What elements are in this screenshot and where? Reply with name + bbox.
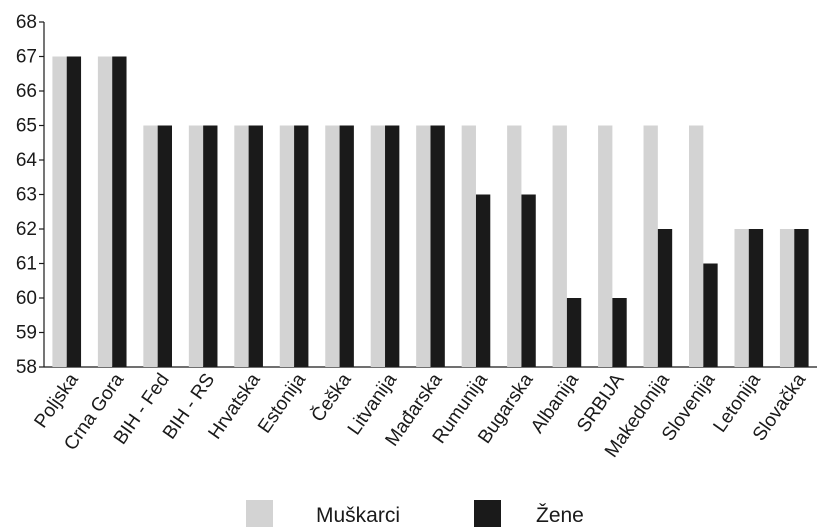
bar-zene-9 [475, 194, 491, 367]
bar-muskarci-15 [734, 229, 749, 367]
y-tick-label: 62 [16, 219, 37, 240]
bar-muskarci-0 [52, 56, 67, 367]
bar-zene-14 [703, 263, 718, 367]
bar-muskarci-13 [643, 125, 658, 367]
bar-zene-7 [385, 125, 400, 367]
y-tick-label: 58 [16, 357, 37, 378]
bar-zene-8 [430, 125, 445, 367]
bar-zene-3 [203, 125, 218, 367]
bar-muskarci-4 [234, 125, 249, 367]
legend-label: Žene [536, 504, 584, 527]
bar-zene-4 [248, 125, 263, 367]
y-tick-label: 65 [16, 116, 37, 137]
x-tick-label: Češka [307, 369, 356, 426]
bar-muskarci-16 [779, 229, 795, 367]
bar-muskarci-9 [461, 125, 476, 367]
y-tick-label: 63 [16, 185, 37, 206]
bar-muskarci-1 [97, 56, 113, 367]
y-axis-ticks: 58 59 60 61 62 63 64 65 66 67 68 [16, 12, 44, 378]
bar-muskarci-14 [689, 125, 704, 367]
bar-muskarci-7 [370, 125, 386, 367]
legend-label: Muškarci [316, 504, 400, 527]
x-tick-label: Estonija [254, 369, 310, 437]
y-tick-label: 59 [16, 323, 37, 344]
y-tick-label: 66 [16, 81, 37, 102]
bar-muskarci-5 [279, 125, 295, 367]
y-tick-label: 64 [16, 150, 38, 171]
bar-muskarci-12 [598, 125, 613, 367]
bar-zene-12 [612, 298, 627, 367]
bar-zene-13 [657, 229, 673, 367]
bar-zene-6 [339, 125, 354, 367]
bar-zene-10 [521, 194, 536, 367]
bar-zene-1 [112, 56, 127, 367]
bar-muskarci-3 [188, 125, 204, 367]
chart-legend: Muškarci Žene [246, 500, 584, 527]
legend-swatch-muskarci [246, 500, 273, 527]
chart-bars [52, 56, 809, 367]
y-tick-label: 68 [16, 12, 37, 33]
bar-muskarci-2 [143, 125, 158, 367]
bar-zene-16 [794, 229, 809, 367]
bar-zene-2 [157, 125, 172, 367]
legend-swatch-zene [474, 500, 501, 527]
y-tick-label: 60 [16, 288, 37, 309]
bar-zene-11 [566, 298, 582, 367]
bar-zene-15 [748, 229, 764, 367]
bar-zene-5 [294, 125, 309, 367]
x-tick-label: Albanija [527, 369, 583, 437]
bar-muskarci-6 [325, 125, 340, 367]
bar-zene-0 [66, 56, 82, 367]
bar-muskarci-11 [552, 125, 567, 367]
y-tick-label: 61 [16, 254, 37, 275]
y-tick-label: 67 [16, 47, 37, 68]
bar-muskarci-8 [416, 125, 431, 367]
bar-muskarci-10 [507, 125, 522, 367]
